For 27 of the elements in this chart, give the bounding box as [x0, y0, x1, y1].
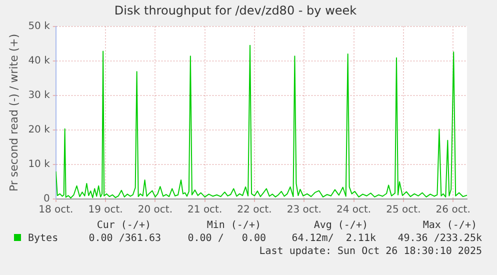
x-tick-label: 26 oct.	[436, 204, 470, 216]
text: 0.00 / 0.00	[188, 233, 266, 244]
x-tick-label: 23 oct.	[286, 204, 322, 216]
x-tick-label: 22 oct.	[237, 204, 272, 216]
x-tick-label: 21 oct.	[188, 204, 222, 216]
x-tick-label: 20 oct.	[138, 204, 173, 216]
legend-label: Bytes	[27, 233, 58, 244]
y-tick-label: 10 k	[28, 159, 50, 170]
y-tick-label: 30 k	[28, 90, 50, 102]
chart-title: Disk throughput for /dev/zd80 - by week	[114, 3, 357, 18]
text: Cur (-/+)	[96, 220, 151, 231]
x-tick-label: 25 oct.	[386, 204, 421, 216]
y-tick-label: 50 k	[28, 20, 50, 32]
y-axis-title: Pr second read (-) / write (+)	[7, 34, 20, 192]
text: 0.00 /361.63	[88, 233, 161, 244]
x-tick-label: 24 oct.	[336, 204, 372, 216]
x-tick-label: 19 oct.	[88, 204, 123, 216]
text: Min (-/+)	[206, 220, 261, 231]
y-tick-label: 0	[44, 194, 50, 205]
y-tick-label: 20 k	[28, 124, 50, 136]
text: 64.12m/ 2.11k	[292, 233, 376, 244]
text: Avg (-/+)	[314, 220, 368, 231]
x-tick-label: 18 oct.	[38, 204, 74, 216]
y-tick-label: 40 k	[28, 56, 50, 67]
text: Last update: Sun Oct 26 18:30:10 2025	[259, 246, 482, 257]
text: 49.36 /233.25k	[398, 233, 482, 244]
text: Max (-/+)	[422, 220, 477, 231]
